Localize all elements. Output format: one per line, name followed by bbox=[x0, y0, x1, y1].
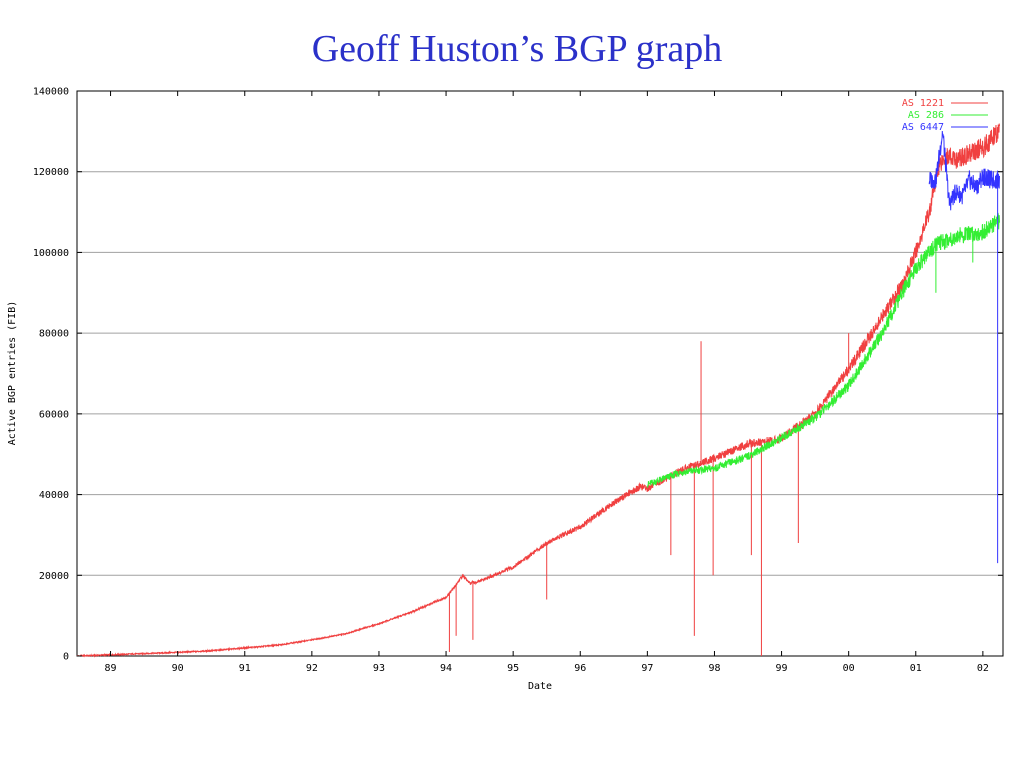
series-line bbox=[76, 123, 1000, 658]
plot-frame bbox=[76, 90, 1004, 657]
y-tick-label: 80000 bbox=[39, 329, 69, 340]
slide-title: Geoff Huston’s BGP graph bbox=[311, 28, 723, 70]
x-axis-ticks: 89 90 91 92 93 94 95 96 97 98 99 00 01 02 bbox=[105, 91, 989, 674]
x-tick-label: 93 bbox=[373, 663, 385, 674]
x-tick-label: 00 bbox=[843, 663, 855, 674]
x-tick-label: 97 bbox=[641, 663, 653, 674]
series-as-286 bbox=[646, 212, 1000, 488]
y-axis-ticks: 0 20000 40000 60000 80000 100000 120000 140000 bbox=[33, 87, 1003, 663]
series-group bbox=[76, 123, 1000, 658]
legend-label: AS 6447 bbox=[902, 122, 944, 133]
x-tick-label: 90 bbox=[172, 663, 184, 674]
y-tick-label: 40000 bbox=[39, 490, 69, 501]
y-tick-label: 60000 bbox=[39, 409, 69, 420]
series-as-1221 bbox=[76, 123, 1000, 658]
y-tick-label: 100000 bbox=[33, 248, 69, 259]
legend-label: AS 286 bbox=[908, 110, 944, 121]
x-tick-label: 92 bbox=[306, 663, 318, 674]
series-line bbox=[646, 212, 1000, 488]
x-tick-label: 98 bbox=[708, 663, 720, 674]
x-tick-label: 01 bbox=[910, 663, 922, 674]
y-axis-label: Active BGP entries (FIB) bbox=[7, 301, 18, 446]
x-tick-label: 89 bbox=[105, 663, 117, 674]
y-tick-label: 120000 bbox=[33, 167, 69, 178]
y-tick-label: 0 bbox=[63, 652, 69, 663]
grid-lines bbox=[77, 171, 1003, 576]
x-axis-label: Date bbox=[528, 681, 552, 692]
y-tick-label: 140000 bbox=[33, 87, 69, 98]
x-tick-label: 96 bbox=[574, 663, 586, 674]
legend-label: AS 1221 bbox=[902, 98, 944, 109]
y-tick-label: 20000 bbox=[39, 571, 69, 582]
x-tick-label: 02 bbox=[977, 663, 989, 674]
series-as-6447 bbox=[928, 130, 1000, 564]
x-tick-label: 91 bbox=[239, 663, 251, 674]
x-tick-label: 94 bbox=[440, 663, 452, 674]
series-line bbox=[928, 130, 1000, 211]
x-tick-label: 99 bbox=[776, 663, 788, 674]
x-tick-label: 95 bbox=[507, 663, 519, 674]
